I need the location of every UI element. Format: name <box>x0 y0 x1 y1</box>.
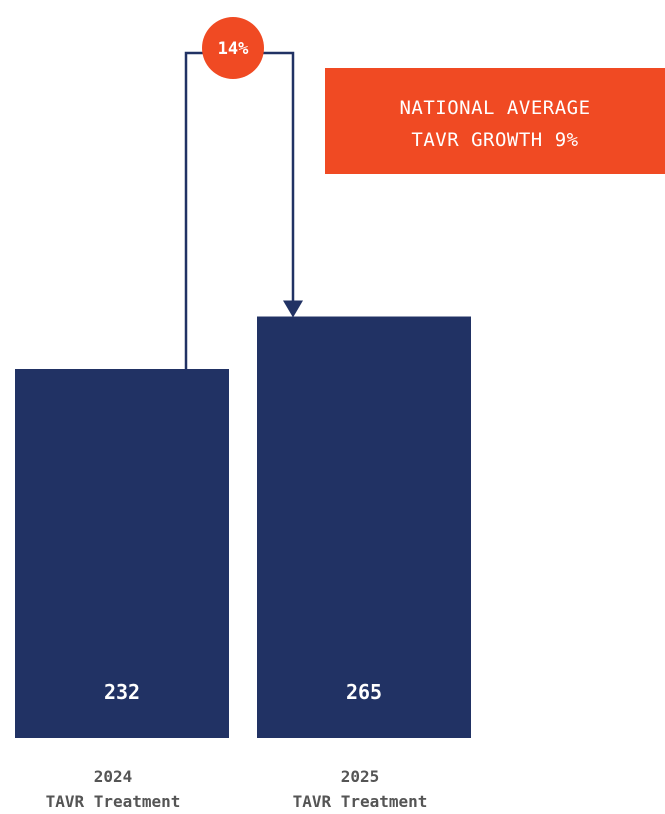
category-label-2024-name: TAVR Treatment <box>46 792 181 811</box>
bar-2024 <box>15 369 229 738</box>
category-label-2025-year: 2025 <box>341 767 380 786</box>
national-average-callout <box>325 68 665 174</box>
callout-line-2: TAVR GROWTH 9% <box>411 129 578 151</box>
callout-line-1: NATIONAL AVERAGE <box>399 97 590 119</box>
bar-value-label-2025: 265 <box>346 680 382 704</box>
category-label-2025-name: TAVR Treatment <box>293 792 428 811</box>
bar-value-label-2024: 232 <box>104 680 140 704</box>
bar-2025 <box>257 316 471 738</box>
bars-layer: 232 265 <box>15 316 471 738</box>
category-label-2024-year: 2024 <box>94 767 133 786</box>
growth-badge-label: 14% <box>218 39 249 59</box>
growth-badge <box>202 17 264 79</box>
growth-arrowhead <box>283 300 303 318</box>
